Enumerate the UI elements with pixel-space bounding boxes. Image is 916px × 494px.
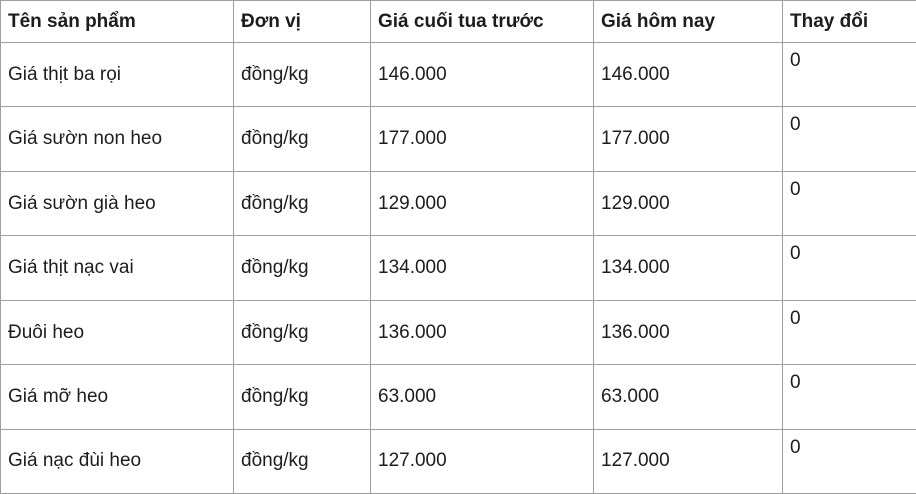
cell-prev-price: 127.000 [370,428,594,494]
table-row: Giá sườn non heo đồng/kg 177.000 177.000… [0,106,916,172]
cell-today-price: 136.000 [593,299,783,366]
cell-change: 0 [782,299,916,366]
cell-prev-price: 134.000 [370,235,594,301]
cell-change: 0 [782,235,916,301]
cell-change: 0 [782,106,916,172]
cell-today-price: 134.000 [593,235,783,301]
cell-change: 0 [782,428,916,494]
cell-product: Giá thịt nạc vai [0,235,234,301]
table-row: Giá sườn già heo đồng/kg 129.000 129.000… [0,170,916,237]
cell-product: Giá nạc đùi heo [0,428,234,494]
cell-unit: đồng/kg [233,299,371,366]
cell-product: Giá sườn non heo [0,106,234,172]
cell-today-price: 63.000 [593,364,783,430]
column-header-unit: Đơn vị [233,0,371,43]
cell-unit: đồng/kg [233,428,371,494]
cell-change: 0 [782,170,916,237]
cell-product: Đuôi heo [0,299,234,366]
cell-unit: đồng/kg [233,235,371,301]
cell-prev-price: 129.000 [370,170,594,237]
cell-today-price: 177.000 [593,106,783,172]
cell-product: Giá sườn già heo [0,170,234,237]
cell-product: Giá mỡ heo [0,364,234,430]
table-header-row: Tên sản phẩm Đơn vị Giá cuối tua trước G… [0,0,916,43]
cell-prev-price: 146.000 [370,41,594,108]
table-row: Giá thịt nạc vai đồng/kg 134.000 134.000… [0,235,916,301]
cell-change: 0 [782,364,916,430]
cell-unit: đồng/kg [233,364,371,430]
cell-unit: đồng/kg [233,41,371,108]
cell-prev-price: 177.000 [370,106,594,172]
table-row: Giá thịt ba rọi đồng/kg 146.000 146.000 … [0,41,916,108]
cell-change: 0 [782,41,916,108]
column-header-change: Thay đổi [782,0,916,43]
table-row: Giá mỡ heo đồng/kg 63.000 63.000 0 [0,364,916,430]
cell-unit: đồng/kg [233,170,371,237]
cell-unit: đồng/kg [233,106,371,172]
table-row: Đuôi heo đồng/kg 136.000 136.000 0 [0,299,916,366]
cell-prev-price: 136.000 [370,299,594,366]
column-header-today-price: Giá hôm nay [593,0,783,43]
cell-today-price: 129.000 [593,170,783,237]
cell-today-price: 127.000 [593,428,783,494]
column-header-product: Tên sản phẩm [0,0,234,43]
cell-today-price: 146.000 [593,41,783,108]
cell-prev-price: 63.000 [370,364,594,430]
table-row: Giá nạc đùi heo đồng/kg 127.000 127.000 … [0,428,916,494]
column-header-prev-price: Giá cuối tua trước [370,0,594,43]
cell-product: Giá thịt ba rọi [0,41,234,108]
